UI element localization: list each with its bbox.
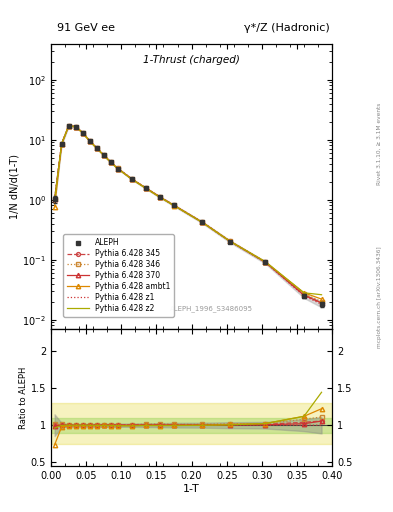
Text: Rivet 3.1.10, ≥ 3.1M events: Rivet 3.1.10, ≥ 3.1M events [377,102,382,184]
Bar [51,403,332,444]
X-axis label: 1-T: 1-T [183,483,200,494]
Legend: ALEPH, Pythia 6.428 345, Pythia 6.428 346, Pythia 6.428 370, Pythia 6.428 ambt1,: ALEPH, Pythia 6.428 345, Pythia 6.428 34… [63,234,174,316]
Bar [51,418,332,433]
Text: ALEPH_1996_S3486095: ALEPH_1996_S3486095 [170,305,253,312]
Text: γ*/Z (Hadronic): γ*/Z (Hadronic) [244,23,330,33]
Text: 91 GeV ee: 91 GeV ee [57,23,115,33]
Text: mcplots.cern.ch [arXiv:1306.3436]: mcplots.cern.ch [arXiv:1306.3436] [377,246,382,348]
Y-axis label: 1/N dN/d(1-T): 1/N dN/d(1-T) [9,154,20,219]
Y-axis label: Ratio to ALEPH: Ratio to ALEPH [19,366,28,429]
Text: 1-Thrust (charged): 1-Thrust (charged) [143,55,240,65]
